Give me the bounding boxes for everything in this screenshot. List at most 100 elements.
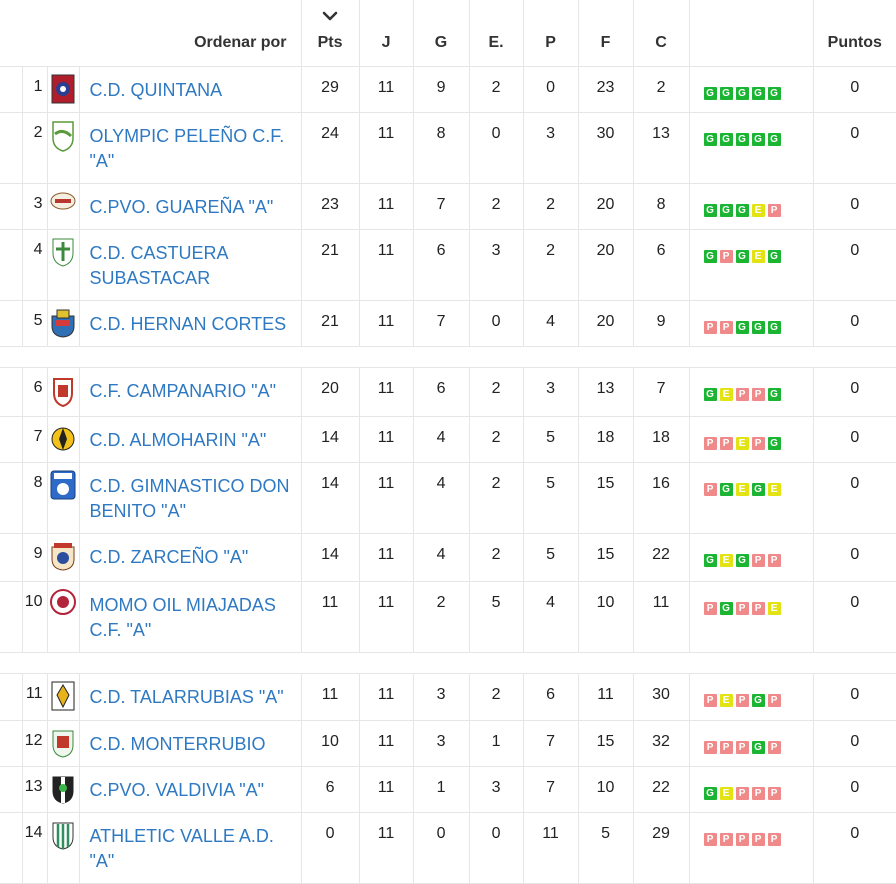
team-name-link[interactable]: C.D. QUINTANA <box>79 66 302 113</box>
table-row[interactable]: 6 C.F. CAMPANARIO "A" 20 11 6 2 3 13 7 G E P P G 0 <box>0 367 896 417</box>
team-f: 15 <box>578 720 634 767</box>
table-row[interactable]: 8 C.D. GIMNASTICO DON BENITO "A" 14 11 4 2 5 15… <box>0 462 896 534</box>
gimnastico-crest-icon <box>50 470 76 504</box>
form-result-badge: G <box>719 482 733 496</box>
team-name-link[interactable]: MOMO OIL MIAJADAS C.F. "A" <box>79 581 302 653</box>
team-e: 2 <box>469 462 524 534</box>
col-header-puntos[interactable]: Puntos <box>813 0 896 67</box>
team-f: 5 <box>578 812 634 884</box>
team-name-link[interactable]: C.D. HERNAN CORTES <box>79 300 302 347</box>
table-row[interactable]: 10 MOMO OIL MIAJADAS C.F. "A" 11 11 2 5 4 10 11 P… <box>0 581 896 653</box>
col-header-g[interactable]: G <box>413 0 470 67</box>
form-result-badge: G <box>767 86 781 100</box>
team-c: 22 <box>633 766 690 813</box>
team-name-link[interactable]: C.F. CAMPANARIO "A" <box>79 367 302 417</box>
team-c: 32 <box>633 720 690 767</box>
team-c: 18 <box>633 416 690 463</box>
team-pts: 23 <box>301 183 360 230</box>
team-name-link[interactable]: C.D. GIMNASTICO DON BENITO "A" <box>79 462 302 534</box>
team-j: 11 <box>359 229 414 301</box>
form-result-badge: G <box>751 693 765 707</box>
team-p: 5 <box>523 462 579 534</box>
team-pts: 11 <box>301 581 360 653</box>
team-p: 5 <box>523 416 579 463</box>
team-puntos: 0 <box>813 581 896 653</box>
position: 3 <box>22 183 48 230</box>
col-header-e[interactable]: E. <box>469 0 524 67</box>
col-header-p[interactable]: P <box>523 0 579 67</box>
form-result-badge: E <box>735 436 749 450</box>
col-header-c[interactable]: C <box>633 0 690 67</box>
team-p: 0 <box>523 66 579 113</box>
group-separator <box>0 652 896 674</box>
table-row[interactable]: 7 C.D. ALMOHARIN "A" 14 11 4 2 5 18 18 P P E P G 0 <box>0 416 896 463</box>
table-row[interactable]: 1 C.D. QUINTANA 29 11 9 2 0 23 2 G G G G G 0 <box>0 66 896 113</box>
team-j: 11 <box>359 300 414 347</box>
team-puntos: 0 <box>813 367 896 417</box>
team-f: 30 <box>578 112 634 184</box>
team-e: 2 <box>469 673 524 721</box>
form-result-badge: G <box>719 203 733 217</box>
team-name-link[interactable]: C.D. ZARCEÑO "A" <box>79 533 302 582</box>
table-row[interactable]: 13 C.PVO. VALDIVIA "A" 6 11 1 3 7 10 22 G E P P P 0 <box>0 766 896 813</box>
team-name-link[interactable]: OLYMPIC PELEÑO C.F. "A" <box>79 112 302 184</box>
table-row[interactable]: 14 ATHLETIC VALLE A.D. "A" 0 11 0 0 11 5 29 P P P P P… <box>0 812 896 884</box>
team-p: 3 <box>523 112 579 184</box>
team-f: 20 <box>578 300 634 347</box>
position: 2 <box>22 112 48 184</box>
team-c: 30 <box>633 673 690 721</box>
team-pts: 20 <box>301 367 360 417</box>
table-row[interactable]: 9 C.D. ZARCEÑO "A" 14 11 4 2 5 15 22 G E G P P 0 <box>0 533 896 582</box>
team-g: 4 <box>413 416 470 463</box>
form-result-badge: G <box>735 203 749 217</box>
team-puntos: 0 <box>813 533 896 582</box>
table-row[interactable]: 5 C.D. HERNAN CORTES 21 11 7 0 4 20 9 P P G G G 0 <box>0 300 896 347</box>
team-e: 2 <box>469 416 524 463</box>
chevron-down-icon[interactable] <box>302 10 359 22</box>
form-result-badge: G <box>751 86 765 100</box>
form-result-badge: P <box>703 693 717 707</box>
form-result-badge: G <box>703 786 717 800</box>
col-header-pts[interactable]: Pts <box>317 34 343 51</box>
team-c: 8 <box>633 183 690 230</box>
form-result-badge: P <box>735 786 749 800</box>
team-name-link[interactable]: ATHLETIC VALLE A.D. "A" <box>79 812 302 884</box>
table-row[interactable]: 3 C.PVO. GUAREÑA "A" 23 11 7 2 2 20 8 G G G E P 0 <box>0 183 896 230</box>
table-row[interactable]: 11 C.D. TALARRUBIAS "A" 11 11 3 2 6 11 30 P E P G P 0 <box>0 673 896 721</box>
table-row[interactable]: 2 OLYMPIC PELEÑO C.F. "A" 24 11 8 0 3 30 13 G G G G G… <box>0 112 896 184</box>
team-g: 8 <box>413 112 470 184</box>
form-result-badge: G <box>767 387 781 401</box>
team-j: 11 <box>359 581 414 653</box>
table-row[interactable]: 12 C.D. MONTERRUBIO 10 11 3 1 7 15 32 P P P G P 0 <box>0 720 896 767</box>
col-header-j[interactable]: J <box>359 0 414 67</box>
team-name-link[interactable]: C.D. TALARRUBIAS "A" <box>79 673 302 721</box>
quintana-crest-icon <box>51 74 75 108</box>
position: 10 <box>22 581 48 653</box>
table-row[interactable]: 4 C.D. CASTUERA SUBASTACAR 21 11 6 3 2 20 6 G P G E G… <box>0 229 896 301</box>
team-name-link[interactable]: C.PVO. GUAREÑA "A" <box>79 183 302 230</box>
team-name-link[interactable]: C.D. ALMOHARIN "A" <box>79 416 302 463</box>
form-result-badge: P <box>751 786 765 800</box>
team-e: 2 <box>469 183 524 230</box>
col-header-f[interactable]: F <box>578 0 634 67</box>
team-name-link[interactable]: C.D. MONTERRUBIO <box>79 720 302 767</box>
form-result-badge: G <box>703 86 717 100</box>
form-result-badge: P <box>751 436 765 450</box>
form-result-badge: P <box>767 786 781 800</box>
sort-pts-header[interactable]: Pts <box>301 0 360 67</box>
form-result-badge: G <box>703 387 717 401</box>
team-p: 6 <box>523 673 579 721</box>
team-name-link[interactable]: C.PVO. VALDIVIA "A" <box>79 766 302 813</box>
team-name-link[interactable]: C.D. CASTUERA SUBASTACAR <box>79 229 302 301</box>
form-result-badge: G <box>751 740 765 754</box>
monterrubio-crest-icon <box>51 730 75 762</box>
team-p: 11 <box>523 812 579 884</box>
team-g: 3 <box>413 673 470 721</box>
